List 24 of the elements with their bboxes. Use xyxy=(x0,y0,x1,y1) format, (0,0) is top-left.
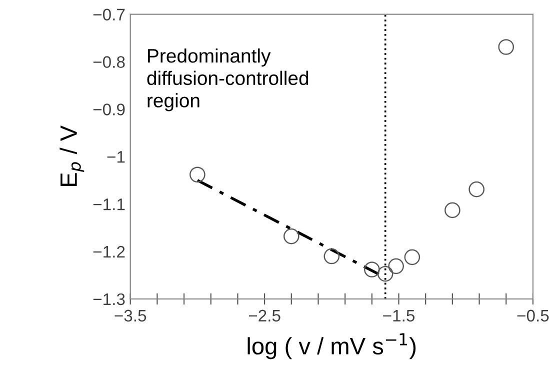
y-tick-label: −0.8 xyxy=(93,56,125,68)
point xyxy=(377,266,394,282)
point xyxy=(498,39,514,55)
point xyxy=(364,262,380,278)
point xyxy=(190,166,206,183)
x-tick-label: −1.5 xyxy=(383,310,415,322)
y-tick-label: −1 xyxy=(107,151,125,163)
point xyxy=(324,248,340,264)
x-tick-label: −2.5 xyxy=(248,310,280,322)
y-tick-label: −0.7 xyxy=(93,8,125,20)
y-tick-label: −1.3 xyxy=(93,293,125,306)
y-tick-label: −1.2 xyxy=(93,246,125,258)
point xyxy=(388,258,404,274)
x-tick-label: −0.5 xyxy=(517,310,549,322)
x-axis-title: log ( v / mV s$^{−1}$) xyxy=(248,333,416,360)
annotation: Predominantly diffusion-controlled region xyxy=(147,48,308,112)
point xyxy=(404,249,420,266)
point xyxy=(468,181,485,198)
y-tick-label: −0.9 xyxy=(93,104,125,116)
y-tick-label: −1.1 xyxy=(93,198,125,210)
point xyxy=(444,202,460,218)
y-axis-title: E$_{p}$ / V xyxy=(60,125,84,186)
point xyxy=(283,228,300,244)
x-tick-label: −3.5 xyxy=(114,310,146,322)
